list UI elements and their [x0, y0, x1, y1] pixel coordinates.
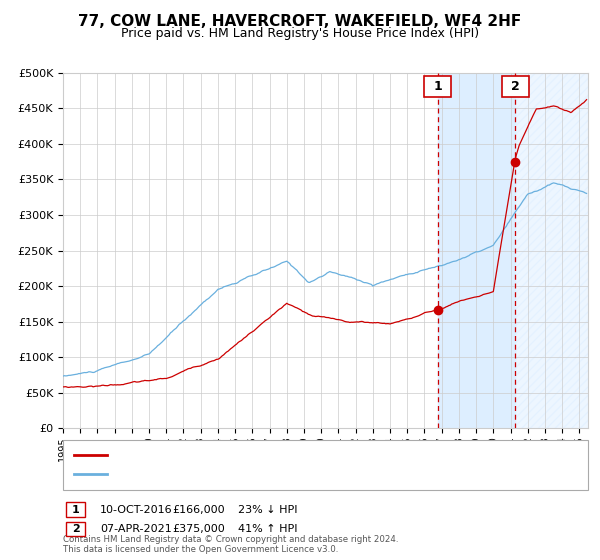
Text: 2: 2: [72, 524, 79, 534]
Text: 41% ↑ HPI: 41% ↑ HPI: [238, 524, 298, 534]
Text: 07-APR-2021: 07-APR-2021: [100, 524, 172, 534]
Text: 77, COW LANE, HAVERCROFT, WAKEFIELD, WF4 2HF (detached house): 77, COW LANE, HAVERCROFT, WAKEFIELD, WF4…: [114, 450, 480, 460]
Text: 2: 2: [511, 80, 520, 93]
Text: 23% ↓ HPI: 23% ↓ HPI: [238, 505, 298, 515]
Text: 10-OCT-2016: 10-OCT-2016: [100, 505, 173, 515]
Bar: [438, 73, 515, 428]
Text: HPI: Average price, detached house, Wakefield: HPI: Average price, detached house, Wake…: [114, 469, 358, 479]
Text: £166,000: £166,000: [172, 505, 225, 515]
Bar: [515, 73, 600, 428]
Text: Price paid vs. HM Land Registry's House Price Index (HPI): Price paid vs. HM Land Registry's House …: [121, 27, 479, 40]
Text: 1: 1: [434, 80, 442, 93]
Text: £375,000: £375,000: [172, 524, 225, 534]
Text: 77, COW LANE, HAVERCROFT, WAKEFIELD, WF4 2HF: 77, COW LANE, HAVERCROFT, WAKEFIELD, WF4…: [79, 14, 521, 29]
Text: Contains HM Land Registry data © Crown copyright and database right 2024.
This d: Contains HM Land Registry data © Crown c…: [63, 535, 398, 554]
Text: 1: 1: [72, 505, 79, 515]
